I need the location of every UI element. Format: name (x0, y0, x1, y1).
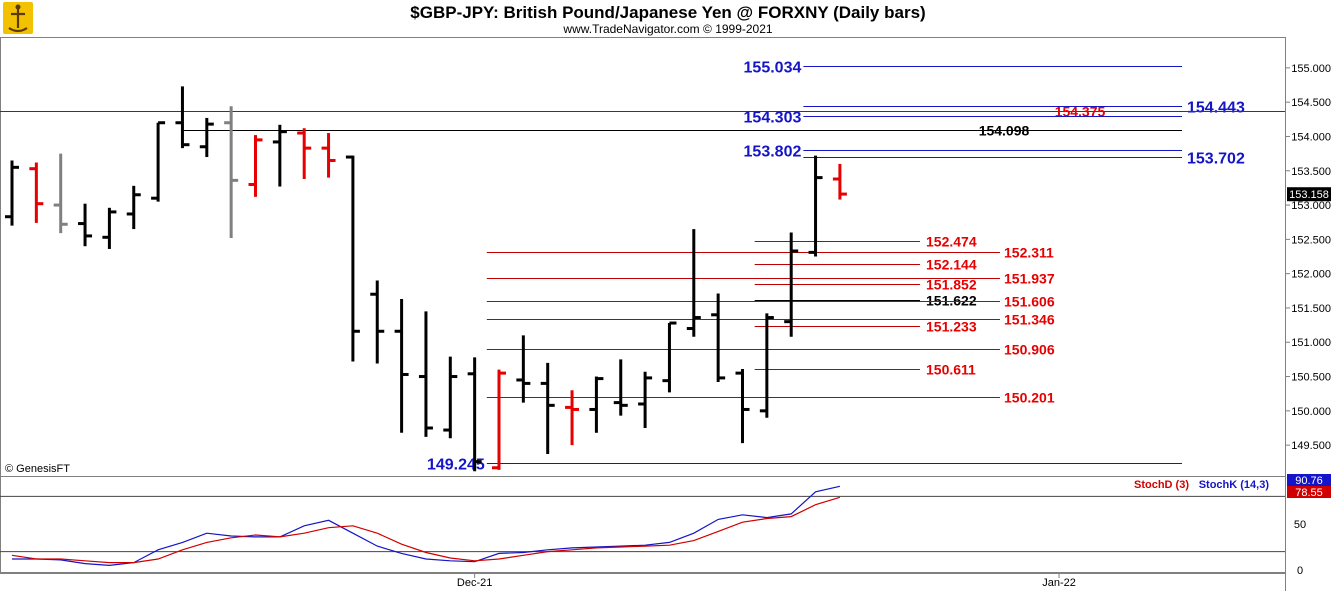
last-price-label: 153.158 (1289, 189, 1329, 201)
last-price-tag: 153.158 (1287, 187, 1331, 202)
level-label-151.346: 151.346 (1004, 312, 1055, 328)
ohlc-bar (735, 368, 750, 444)
ohlc-bar (102, 207, 117, 249)
y-tick-label: 155.000 (1291, 63, 1331, 75)
stoch-y-tick-label: 50 (1294, 519, 1306, 531)
y-tick-label: 151.000 (1291, 337, 1331, 349)
ohlc-bar (29, 162, 44, 223)
level-label-151.606: 151.606 (1004, 294, 1055, 310)
ohlc-bar (175, 86, 190, 149)
ohlc-bar (78, 203, 93, 247)
ohlc-bar (297, 128, 312, 179)
x-axis: Dec-21 Jan-22 (457, 573, 1076, 589)
y-tick-label: 149.500 (1291, 440, 1331, 452)
stoch-series-StochK (14,3) (12, 485, 841, 567)
stoch-series-StochD (3) (11, 496, 841, 564)
ohlc-bar (53, 153, 68, 234)
ohlc-bar (492, 369, 506, 470)
level-label-151.622: 151.622 (926, 293, 977, 309)
level-label-154.443: 154.443 (1187, 100, 1245, 117)
x-tick-label: Jan-22 (1042, 577, 1076, 589)
level-label-150.201: 150.201 (1004, 390, 1055, 406)
level-label-152.311: 152.311 (1004, 245, 1054, 261)
chart-subtitle: www.TradeNavigator.com © 1999-2021 (562, 22, 772, 36)
level-label-151.852: 151.852 (926, 277, 977, 293)
level-label-150.906: 150.906 (1004, 342, 1055, 358)
ohlc-bar (418, 311, 433, 437)
ohlc-bar (248, 135, 263, 197)
price-y-axis: 155.000 154.500 154.000 153.500 153.000 152.5… (1285, 63, 1331, 452)
ohlc-bar (638, 371, 653, 428)
y-tick-label: 152.500 (1291, 234, 1331, 246)
ohlc-bar (321, 133, 336, 178)
ohlc-bar (784, 232, 799, 337)
level-label-150.611: 150.611 (926, 362, 976, 378)
ohlc-bar (151, 121, 166, 202)
level-label-152.144: 152.144 (926, 257, 977, 273)
level-label-155.034: 155.034 (744, 60, 802, 77)
ohlc-bar (808, 155, 823, 257)
level-label-154.375: 154.375 (1055, 104, 1106, 120)
ohlc-bar (662, 321, 677, 393)
ohlc-bar (589, 376, 604, 433)
ohlc-bar (565, 390, 580, 446)
stoch-last-tags: 90.76 78.55 (1287, 474, 1331, 499)
ohlc-bar (711, 293, 726, 383)
level-label-154.098: 154.098 (979, 123, 1030, 139)
legend-stochd: StochD (3) (1134, 479, 1189, 491)
level-label-152.474: 152.474 (926, 234, 977, 250)
ohlc-bar (126, 185, 141, 230)
ohlc-bar (516, 335, 531, 403)
ohlc-bar (394, 299, 409, 433)
stochk-last-label: 90.76 (1295, 475, 1323, 487)
stochastic-panel: 50 0 (0, 485, 1306, 577)
level-label-154.303: 154.303 (744, 110, 802, 127)
stochd-last-label: 78.55 (1295, 487, 1323, 499)
ohlc-bar (443, 356, 458, 439)
level-label-153.802: 153.802 (744, 144, 802, 161)
stoch-panel (0, 476, 1286, 573)
ohlc-bar (759, 313, 774, 418)
y-tick-label: 151.500 (1291, 303, 1331, 315)
chart-title: $GBP-JPY: British Pound/Japanese Yen @ F… (410, 3, 925, 22)
y-tick-label: 153.000 (1291, 200, 1331, 212)
ohlc-bar (224, 106, 239, 238)
ohlc-bar (686, 229, 701, 337)
logo-icon (3, 2, 33, 34)
y-tick-label: 150.000 (1291, 406, 1331, 418)
ohlc-bar (370, 280, 385, 364)
level-label-153.702: 153.702 (1187, 151, 1245, 168)
y-tick-label: 154.500 (1291, 97, 1331, 109)
ohlc-bar (467, 357, 482, 472)
y-tick-label: 153.500 (1291, 166, 1331, 178)
ohlc-bar (272, 124, 287, 187)
level-label-151.937: 151.937 (1004, 271, 1055, 287)
stoch-y-tick-label: 0 (1297, 565, 1303, 577)
price-levels: 155.034 154.443 154.375 154.303 154.098 153.8… (0, 60, 1285, 474)
y-tick-label: 154.000 (1291, 131, 1331, 143)
watermark: © GenesisFT (5, 463, 70, 475)
level-label-151.233: 151.233 (926, 319, 977, 335)
price-bars (5, 86, 847, 472)
ohlc-bar (5, 160, 19, 226)
y-tick-label: 150.500 (1291, 372, 1331, 384)
x-tick-label: Dec-21 (457, 577, 492, 589)
ohlc-bar (613, 359, 628, 416)
ohlc-bar (832, 163, 847, 200)
y-tick-label: 152.000 (1291, 269, 1331, 281)
ohlc-bar (345, 155, 360, 362)
ohlc-bar (540, 362, 555, 455)
ohlc-bar (199, 117, 214, 158)
level-label-149.245: 149.245 (427, 457, 485, 474)
legend-stochk: StochK (14,3) (1199, 479, 1270, 491)
header: $GBP-JPY: British Pound/Japanese Yen @ F… (3, 2, 926, 36)
